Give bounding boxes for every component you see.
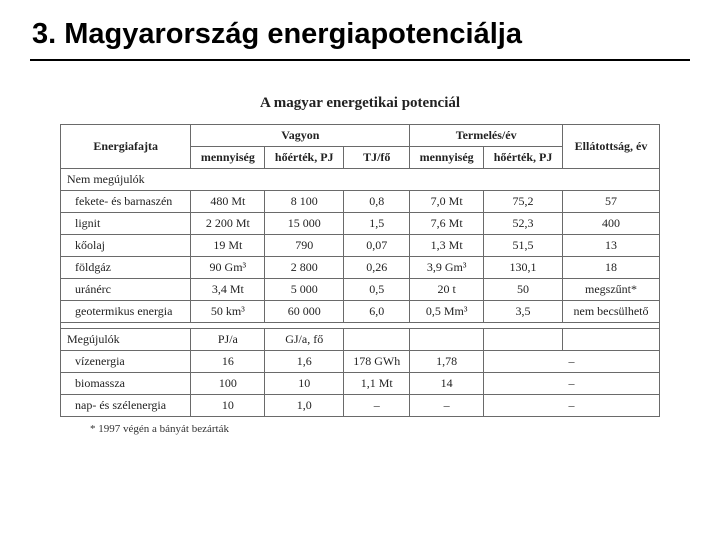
header-row-1: Energiafajta Vagyon Termelés/év Ellátott…: [61, 125, 660, 147]
cell: 0,26: [344, 257, 410, 279]
cell: 8 100: [265, 191, 344, 213]
cell: 480 Mt: [191, 191, 265, 213]
cell: 1,1 Mt: [344, 373, 410, 395]
cell: lignit: [61, 213, 191, 235]
cell: 0,5 Mm³: [410, 301, 484, 323]
cell: 10: [265, 373, 344, 395]
cell: 3,5: [484, 301, 563, 323]
blank: [344, 329, 410, 351]
cell: megszűnt*: [563, 279, 660, 301]
section-row: Nem megújulók: [61, 169, 660, 191]
cell: 1,3 Mt: [410, 235, 484, 257]
cell: 1,78: [410, 351, 484, 373]
cell: 3,9 Gm³: [410, 257, 484, 279]
cell: 13: [563, 235, 660, 257]
cell: 57: [563, 191, 660, 213]
table-row: biomassza 100 10 1,1 Mt 14 –: [61, 373, 660, 395]
cell: 100: [191, 373, 265, 395]
cell: 20 t: [410, 279, 484, 301]
cell: 75,2: [484, 191, 563, 213]
page-title: 3. Magyarország energiapotenciálja: [32, 18, 690, 51]
col-ellatottsag: Ellátottság, év: [563, 125, 660, 169]
sub-mennyiseg2: mennyiség: [410, 147, 484, 169]
cell: 15 000: [265, 213, 344, 235]
cell: 60 000: [265, 301, 344, 323]
title-underline: [30, 59, 690, 61]
cell: földgáz: [61, 257, 191, 279]
cell: 10: [191, 395, 265, 417]
cell: 2 800: [265, 257, 344, 279]
slide: 3. Magyarország energiapotenciálja A mag…: [0, 0, 720, 540]
cell: 3,4 Mt: [191, 279, 265, 301]
cell: 50: [484, 279, 563, 301]
section-nem-megujulok: Nem megújulók: [61, 169, 660, 191]
cell: 19 Mt: [191, 235, 265, 257]
section-row: Megújulók PJ/a GJ/a, fő: [61, 329, 660, 351]
cell: 5 000: [265, 279, 344, 301]
section-megujulok: Megújulók: [61, 329, 191, 351]
cell: 14: [410, 373, 484, 395]
cell: 1,5: [344, 213, 410, 235]
cell: 16: [191, 351, 265, 373]
cell: nap- és szélenergia: [61, 395, 191, 417]
table-row: vízenergia 16 1,6 178 GWh 1,78 –: [61, 351, 660, 373]
cell: 0,07: [344, 235, 410, 257]
table-row: kőolaj 19 Mt 790 0,07 1,3 Mt 51,5 13: [61, 235, 660, 257]
sub-mennyiseg: mennyiség: [191, 147, 265, 169]
cell: 52,3: [484, 213, 563, 235]
colgroup-termeles: Termelés/év: [410, 125, 563, 147]
cell: –: [410, 395, 484, 417]
cell: fekete- és barnaszén: [61, 191, 191, 213]
colgroup-vagyon: Vagyon: [191, 125, 410, 147]
sub-tjfo: TJ/fő: [344, 147, 410, 169]
cell: 1,6: [265, 351, 344, 373]
table-row: geotermikus energia 50 km³ 60 000 6,0 0,…: [61, 301, 660, 323]
subhead: GJ/a, fő: [265, 329, 344, 351]
cell: kőolaj: [61, 235, 191, 257]
cell: 51,5: [484, 235, 563, 257]
cell: 18: [563, 257, 660, 279]
subhead: PJ/a: [191, 329, 265, 351]
cell: –: [344, 395, 410, 417]
table-row: fekete- és barnaszén 480 Mt 8 100 0,8 7,…: [61, 191, 660, 213]
cell: vízenergia: [61, 351, 191, 373]
col-energiafajta: Energiafajta: [61, 125, 191, 169]
table-head: Energiafajta Vagyon Termelés/év Ellátott…: [61, 125, 660, 169]
cell: 7,0 Mt: [410, 191, 484, 213]
cell: 50 km³: [191, 301, 265, 323]
cell: 400: [563, 213, 660, 235]
footnote: * 1997 végén a bányát bezárták: [90, 423, 690, 435]
cell: 130,1: [484, 257, 563, 279]
cell: 2 200 Mt: [191, 213, 265, 235]
cell: biomassza: [61, 373, 191, 395]
sub-hoertek2: hőérték, PJ: [484, 147, 563, 169]
cell: geotermikus energia: [61, 301, 191, 323]
cell: nem becsülhető: [563, 301, 660, 323]
cell: –: [484, 351, 660, 373]
cell: –: [484, 395, 660, 417]
table-body: Nem megújulók fekete- és barnaszén 480 M…: [61, 169, 660, 417]
blank: [484, 329, 563, 351]
blank: [410, 329, 484, 351]
cell: 0,8: [344, 191, 410, 213]
table-row: uránérc 3,4 Mt 5 000 0,5 20 t 50 megszűn…: [61, 279, 660, 301]
energy-table: Energiafajta Vagyon Termelés/év Ellátott…: [60, 124, 660, 417]
cell: 0,5: [344, 279, 410, 301]
cell: 7,6 Mt: [410, 213, 484, 235]
sub-hoertek: hőérték, PJ: [265, 147, 344, 169]
cell: 1,0: [265, 395, 344, 417]
blank: [563, 329, 660, 351]
table-row: földgáz 90 Gm³ 2 800 0,26 3,9 Gm³ 130,1 …: [61, 257, 660, 279]
table-title: A magyar energetikai potenciál: [30, 95, 690, 112]
cell: –: [484, 373, 660, 395]
cell: 6,0: [344, 301, 410, 323]
cell: uránérc: [61, 279, 191, 301]
cell: 790: [265, 235, 344, 257]
cell: 90 Gm³: [191, 257, 265, 279]
cell: 178 GWh: [344, 351, 410, 373]
table-row: lignit 2 200 Mt 15 000 1,5 7,6 Mt 52,3 4…: [61, 213, 660, 235]
table-row: nap- és szélenergia 10 1,0 – – –: [61, 395, 660, 417]
